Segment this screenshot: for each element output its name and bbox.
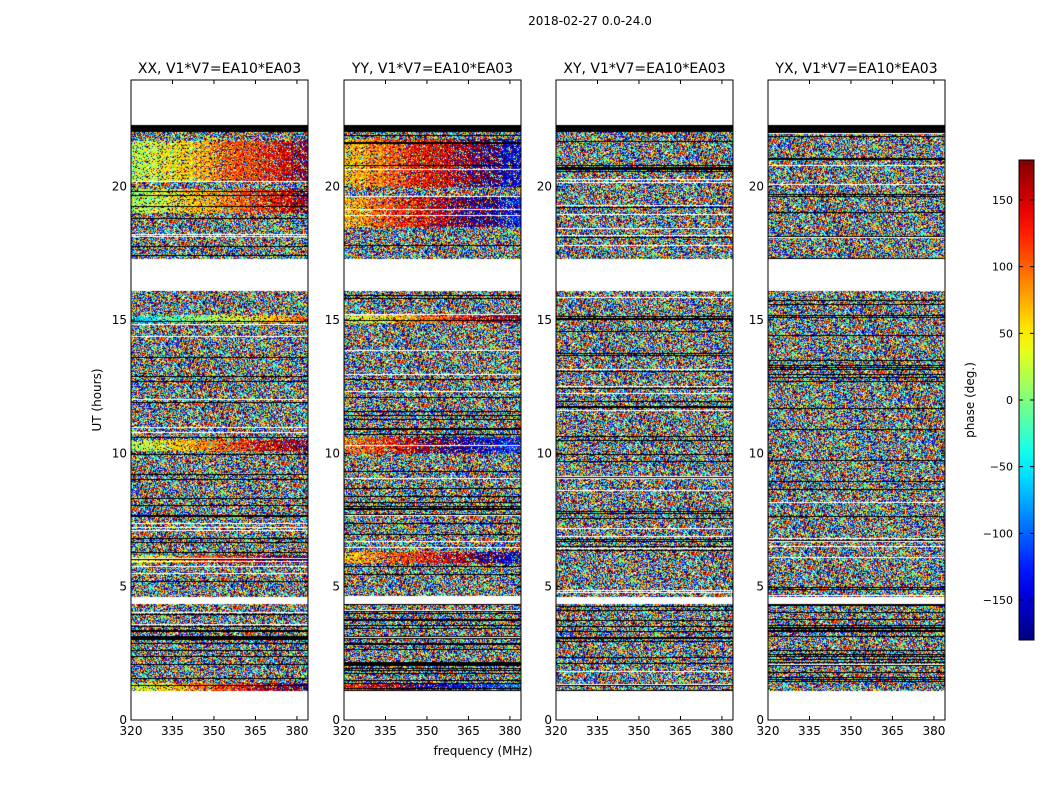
panel-title: YY, V1*V7=EA10*EA03 — [351, 61, 513, 77]
x-tick-label: 380 — [922, 724, 945, 738]
colorbar-tick-label: −50 — [990, 461, 1013, 474]
y-tick-label: 5 — [756, 580, 764, 594]
y-tick-label: 5 — [544, 580, 552, 594]
x-tick-label: 350 — [628, 724, 651, 738]
x-tick-label: 350 — [416, 724, 439, 738]
axes-frame — [130, 79, 309, 721]
panel-yy: YY, V1*V7=EA10*EA03 320 335 350 365 380 0 5 10 15… — [325, 61, 522, 738]
phase-heatmap — [768, 80, 945, 720]
x-tick-label: 320 — [333, 724, 356, 738]
y-tick-label: 0 — [756, 713, 764, 727]
y-tick-label: 0 — [332, 713, 340, 727]
colorbar-tick-label: 150 — [992, 194, 1013, 207]
colorbar-tick-label: −150 — [983, 594, 1013, 607]
phase-heatmap — [556, 80, 733, 720]
y-tick-label: 0 — [544, 713, 552, 727]
colorbar-tick-label: 0 — [1006, 394, 1013, 407]
axes-frame — [555, 79, 734, 721]
x-tick-label: 350 — [203, 724, 226, 738]
colorbar-label: phase (deg.) — [963, 362, 977, 438]
x-tick-label: 350 — [840, 724, 863, 738]
colorbar: 150 100 50 0 −50 −100 −150 — [983, 159, 1035, 641]
colorbar-tick-label: −100 — [983, 527, 1013, 540]
x-tick-label: 320 — [757, 724, 780, 738]
x-tick-label: 365 — [457, 724, 480, 738]
y-tick-label: 15 — [749, 313, 764, 327]
figure-suptitle: 2018-02-27 0.0-24.0 — [528, 14, 652, 28]
panel-xy: XY, V1*V7=EA10*EA03 320 335 350 365 380 0 5 10 15… — [537, 61, 734, 738]
colorbar-tick-label: 50 — [999, 327, 1013, 340]
panel-yx: YX, V1*V7=EA10*EA03 320 335 350 365 380 0 5 10 15… — [749, 61, 946, 738]
x-tick-label: 335 — [798, 724, 821, 738]
axes-frame — [343, 79, 522, 721]
y-tick-label: 15 — [112, 313, 127, 327]
phase-heatmap — [344, 80, 521, 720]
y-tick-label: 20 — [749, 180, 764, 194]
y-tick-label: 15 — [325, 313, 340, 327]
panel-title: XX, V1*V7=EA10*EA03 — [138, 61, 301, 77]
x-tick-label: 365 — [881, 724, 904, 738]
x-tick-label: 320 — [545, 724, 568, 738]
panel-xx: XX, V1*V7=EA10*EA03 320 335 350 365 380 0 5 10 15… — [112, 61, 309, 738]
y-tick-label: 10 — [537, 446, 552, 460]
y-tick-label: 5 — [119, 580, 127, 594]
y-tick-label: 10 — [749, 446, 764, 460]
x-tick-label: 380 — [710, 724, 733, 738]
axes-frame — [767, 79, 946, 721]
colorbar-tick-label: 100 — [992, 261, 1013, 274]
x-tick-label: 365 — [669, 724, 692, 738]
x-tick-label: 365 — [244, 724, 267, 738]
y-tick-label: 5 — [332, 580, 340, 594]
panels-group: XX, V1*V7=EA10*EA03 320 335 350 365 380 0 5 10 15… — [112, 61, 946, 738]
y-tick-label: 10 — [112, 446, 127, 460]
y-tick-label: 20 — [537, 180, 552, 194]
x-tick-label: 335 — [161, 724, 184, 738]
panel-title: XY, V1*V7=EA10*EA03 — [563, 61, 725, 77]
x-tick-label: 320 — [120, 724, 143, 738]
panel-title: YX, V1*V7=EA10*EA03 — [774, 61, 937, 77]
phase-heatmap — [131, 80, 308, 720]
y-tick-label: 20 — [325, 180, 340, 194]
x-tick-label: 335 — [374, 724, 397, 738]
x-tick-label: 380 — [285, 724, 308, 738]
x-tick-label: 335 — [586, 724, 609, 738]
x-tick-label: 380 — [498, 724, 521, 738]
y-tick-label: 20 — [112, 180, 127, 194]
y-tick-label: 0 — [119, 713, 127, 727]
x-axis-label: frequency (MHz) — [433, 744, 532, 758]
y-tick-label: 15 — [537, 313, 552, 327]
y-tick-label: 10 — [325, 446, 340, 460]
y-axis-label: UT (hours) — [90, 368, 104, 431]
